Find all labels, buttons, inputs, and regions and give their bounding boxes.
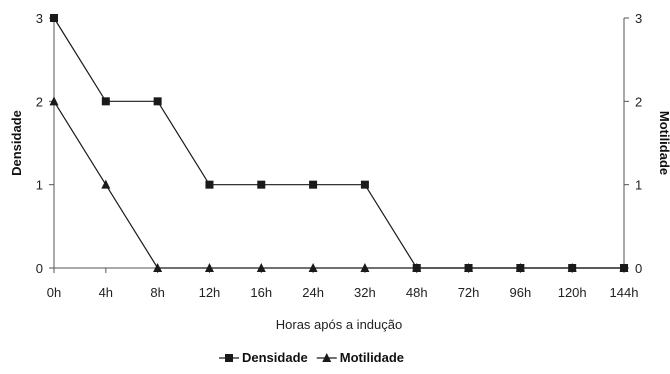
data-point-motilidade bbox=[464, 263, 474, 272]
right-y-axis-ticks: 0 1 2 3 bbox=[624, 11, 642, 276]
x-tick-label: 24h bbox=[302, 285, 324, 300]
left-y-axis-title: Densidade bbox=[9, 110, 24, 176]
data-point-motilidade bbox=[101, 179, 111, 189]
legend-item-motilidade: Motilidade bbox=[316, 350, 404, 365]
series-line-motilidade bbox=[53, 101, 624, 269]
data-point-motilidade bbox=[256, 263, 266, 272]
right-y-tick-label: 0 bbox=[635, 261, 642, 276]
data-point-motilidade bbox=[515, 263, 525, 272]
data-point-motilidade bbox=[360, 263, 370, 272]
x-tick-label: 8h bbox=[150, 285, 164, 300]
data-point-densidade bbox=[153, 97, 162, 106]
data-point-densidade bbox=[257, 180, 266, 189]
series-layer bbox=[49, 14, 629, 272]
plot-area bbox=[53, 18, 625, 269]
legend-marker-densidade bbox=[225, 354, 233, 362]
x-tick-label: 120h bbox=[558, 285, 587, 300]
x-tick-label: 12h bbox=[199, 285, 221, 300]
left-y-tick-label: 2 bbox=[36, 94, 43, 109]
x-tick-label: 0h bbox=[47, 285, 61, 300]
data-point-densidade bbox=[50, 14, 58, 22]
data-point-motilidade bbox=[619, 263, 629, 272]
x-tick-label: 48h bbox=[406, 285, 428, 300]
x-axis-title: Horas após a indução bbox=[276, 317, 402, 332]
x-axis-ticks: 0h 4h 8h 12h 16h 24h 32h 48h 72h 96h 120h 144h bbox=[47, 268, 639, 300]
legend-marker-motilidade bbox=[322, 353, 332, 362]
data-point-densidade bbox=[205, 180, 214, 189]
data-point-motilidade bbox=[204, 263, 214, 272]
legend-label-motilidade: Motilidade bbox=[340, 350, 404, 365]
right-y-axis-title: Motilidade bbox=[657, 111, 670, 175]
series-line-densidade bbox=[53, 17, 624, 269]
left-y-axis-ticks: 0 1 2 3 bbox=[36, 11, 54, 276]
data-point-motilidade bbox=[308, 263, 318, 272]
legend: Densidade Motilidade bbox=[219, 350, 404, 365]
x-tick-label: 16h bbox=[250, 285, 272, 300]
left-y-tick-label: 1 bbox=[36, 178, 43, 193]
data-point-motilidade bbox=[153, 263, 163, 272]
x-tick-label: 72h bbox=[458, 285, 480, 300]
data-point-densidade bbox=[309, 180, 318, 189]
x-tick-label: 96h bbox=[510, 285, 532, 300]
left-y-tick-label: 3 bbox=[36, 11, 43, 26]
data-point-motilidade bbox=[49, 96, 59, 106]
legend-label-densidade: Densidade bbox=[242, 350, 308, 365]
data-point-densidade bbox=[360, 180, 369, 189]
legend-item-densidade: Densidade bbox=[219, 350, 308, 365]
right-y-tick-label: 2 bbox=[635, 94, 642, 109]
x-tick-label: 4h bbox=[99, 285, 113, 300]
x-tick-label: 32h bbox=[354, 285, 376, 300]
x-tick-label: 144h bbox=[610, 285, 639, 300]
data-point-motilidade bbox=[412, 263, 422, 272]
right-y-tick-label: 3 bbox=[635, 11, 642, 26]
series-motilidade bbox=[49, 96, 629, 272]
right-y-tick-label: 1 bbox=[635, 178, 642, 193]
left-y-tick-label: 0 bbox=[36, 261, 43, 276]
data-point-motilidade bbox=[567, 263, 577, 272]
data-point-densidade bbox=[101, 97, 110, 106]
